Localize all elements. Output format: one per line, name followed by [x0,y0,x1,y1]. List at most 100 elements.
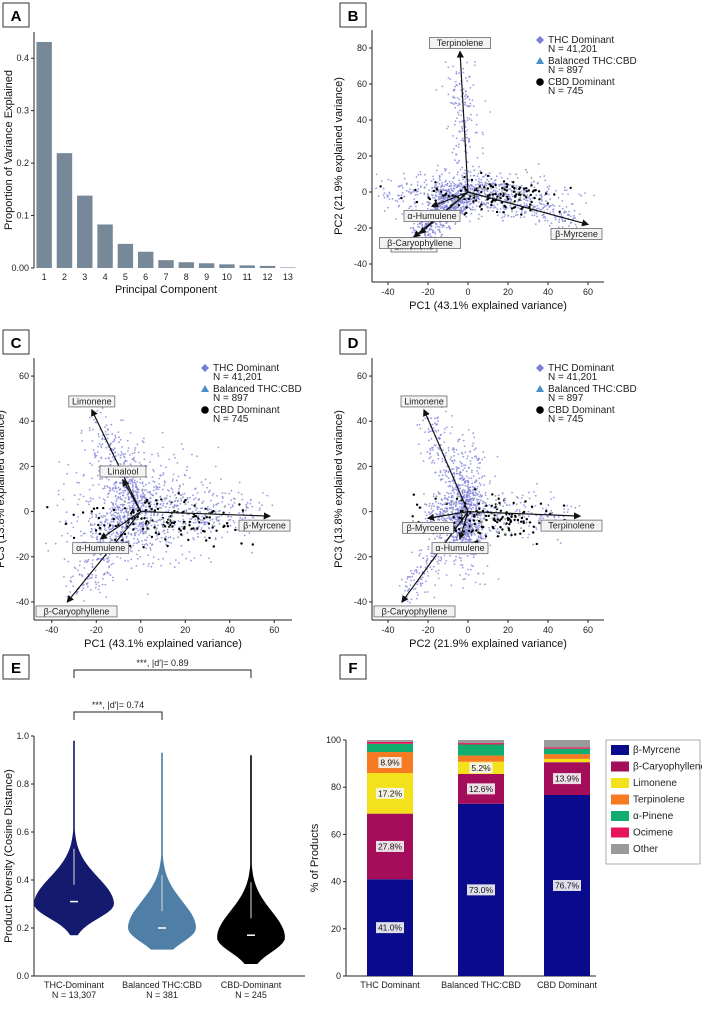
point-thc [493,189,495,192]
point-thc [449,78,452,81]
point-thc [447,447,450,449]
legend-label: THC Dominant [213,363,279,374]
point-thc [509,204,512,207]
point-thc [127,447,130,449]
point-thc [439,471,442,474]
point-thc [105,529,107,532]
point-thc [471,206,474,208]
point-thc [97,433,100,435]
point-thc [121,509,123,512]
point-thc [131,486,134,489]
point-thc [436,208,438,210]
point-thc [82,473,85,476]
point-thc [458,501,460,503]
point-thc [472,565,474,567]
point-thc [460,465,463,467]
point-thc [574,223,577,226]
point-thc [466,116,469,119]
point-cbd [240,542,243,545]
point-thc [533,186,536,189]
point-thc [419,173,422,176]
point-thc [139,528,141,531]
point-thc [143,544,146,546]
point-thc [418,423,421,426]
point-balanced [215,503,218,506]
point-thc [567,193,569,196]
point-thc [490,183,493,186]
point-balanced [163,497,166,500]
point-thc [568,210,570,213]
point-thc [387,195,390,198]
point-thc [432,493,435,495]
point-thc [464,95,466,97]
point-thc [494,525,496,527]
point-thc [455,117,458,120]
point-thc [119,463,122,465]
point-thc [408,207,410,210]
point-thc [445,168,448,171]
point-thc [136,481,139,483]
point-thc [111,506,114,509]
point-thc [142,502,144,504]
point-balanced [489,512,492,515]
point-thc [117,486,120,489]
point-cbd [495,210,499,214]
point-thc [112,513,114,516]
point-thc [518,509,521,511]
point-cbd [471,529,474,532]
point-thc [452,488,454,490]
bar [280,267,296,268]
point-cbd [512,181,515,184]
x-tick-label: 4 [103,272,108,282]
point-thc [229,506,232,509]
point-thc [168,458,171,461]
point-thc [116,532,118,535]
point-thc [461,539,464,542]
point-thc [539,514,542,517]
point-thc [104,426,106,428]
point-thc [173,504,176,506]
point-thc [81,440,83,442]
point-thc [120,511,123,514]
point-thc [461,110,463,112]
point-cbd [529,203,532,206]
point-thc [451,519,453,522]
x-axis-label: Principal Component [115,284,217,296]
point-thc [443,554,446,557]
point-thc [213,504,215,506]
loading-label-box [379,237,461,249]
point-thc [428,538,431,541]
point-thc [133,533,136,536]
point-thc [89,577,91,580]
point-cbd [569,186,572,190]
loading-arrow [99,511,142,540]
point-thc [211,524,214,527]
point-thc [421,221,423,224]
point-cbd [494,192,497,196]
point-thc [544,217,547,219]
loading-label-box [72,542,130,555]
point-thc [465,535,468,537]
point-thc [452,506,455,509]
point-cbd [192,515,195,518]
point-thc [110,520,113,523]
point-thc [91,565,94,568]
point-thc [554,216,556,219]
point-cbd [94,529,98,532]
point-thc [124,540,127,543]
point-balanced [494,494,497,497]
point-thc [463,496,466,499]
point-thc [153,520,156,523]
point-thc [67,560,70,563]
point-thc [115,490,118,493]
point-thc [523,205,525,207]
point-thc [87,558,90,561]
point-thc [152,468,155,471]
point-thc [561,226,564,228]
point-thc [556,538,559,541]
point-thc [453,185,455,188]
point-cbd [207,522,211,525]
point-thc [495,175,498,178]
point-thc [404,585,407,587]
